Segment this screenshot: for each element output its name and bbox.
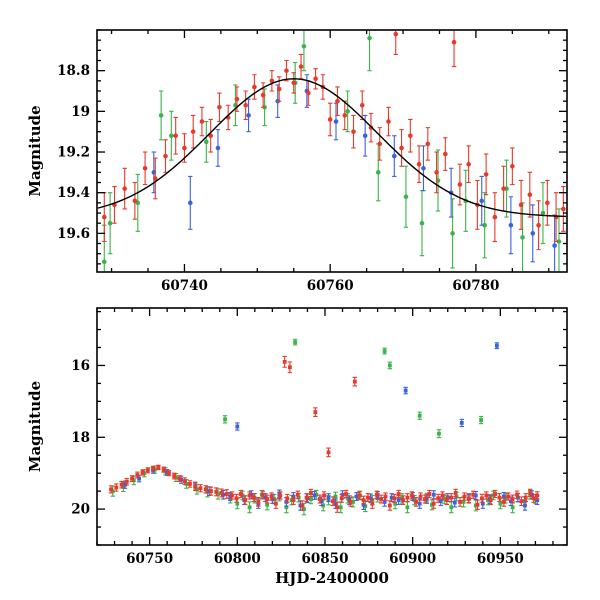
full-light-curve-panel: 60750 60800 60850 60900 60950 16 18 20 Magnitude… — [26, 307, 568, 587]
series-green-points — [110, 338, 538, 516]
x-axis-title: HJD-2400000 — [275, 569, 389, 587]
x-axis-tick-label: 60760 — [307, 278, 354, 294]
event-zoom-data-points — [101, 30, 566, 272]
x-axis-tick-label: 60900 — [389, 551, 436, 567]
series-blue-points — [151, 74, 557, 272]
event-zoom-frame — [96, 29, 568, 273]
series-red-points — [101, 30, 566, 251]
microlensing-model-curve — [97, 78, 567, 218]
y-axis-tick-label: 20 — [71, 502, 90, 518]
series-red-points — [108, 355, 540, 513]
y-axis-tick-label: 16 — [71, 358, 90, 374]
event-zoom-axis-ticks — [97, 29, 567, 272]
x-axis-tick-label: 60740 — [161, 278, 208, 294]
event-zoom-panel: 60740 60760 60780 18.8 19 19.2 19.4 19.6 Magnitu… — [26, 29, 568, 294]
full-light-curve-tick-labels: 60750 60800 60850 60900 60950 16 18 20 — [71, 358, 524, 567]
event-zoom-tick-labels: 60740 60760 60780 18.8 19 19.2 19.4 19.6 — [57, 63, 499, 294]
full-light-curve-frame — [96, 307, 568, 546]
y-axis-title: Magnitude — [26, 381, 44, 472]
y-axis-tick-label: 19.4 — [57, 185, 90, 201]
full-light-curve-axis-ticks — [96, 308, 567, 546]
series-green-points — [101, 30, 562, 272]
y-axis-tick-label: 18.8 — [57, 63, 90, 79]
x-axis-tick-label: 60950 — [477, 551, 524, 567]
x-axis-tick-label: 60780 — [452, 278, 499, 294]
x-axis-tick-label: 60850 — [302, 551, 349, 567]
full-light-curve-data-points — [108, 338, 540, 516]
x-axis-tick-label: 60750 — [126, 551, 173, 567]
y-axis-tick-label: 19.2 — [57, 145, 90, 161]
y-axis-tick-label: 19 — [71, 104, 90, 120]
y-axis-tick-label: 19.6 — [57, 226, 90, 242]
y-axis-title: Magnitude — [26, 105, 44, 196]
y-axis-tick-label: 18 — [71, 430, 90, 446]
x-axis-tick-label: 60800 — [214, 551, 261, 567]
